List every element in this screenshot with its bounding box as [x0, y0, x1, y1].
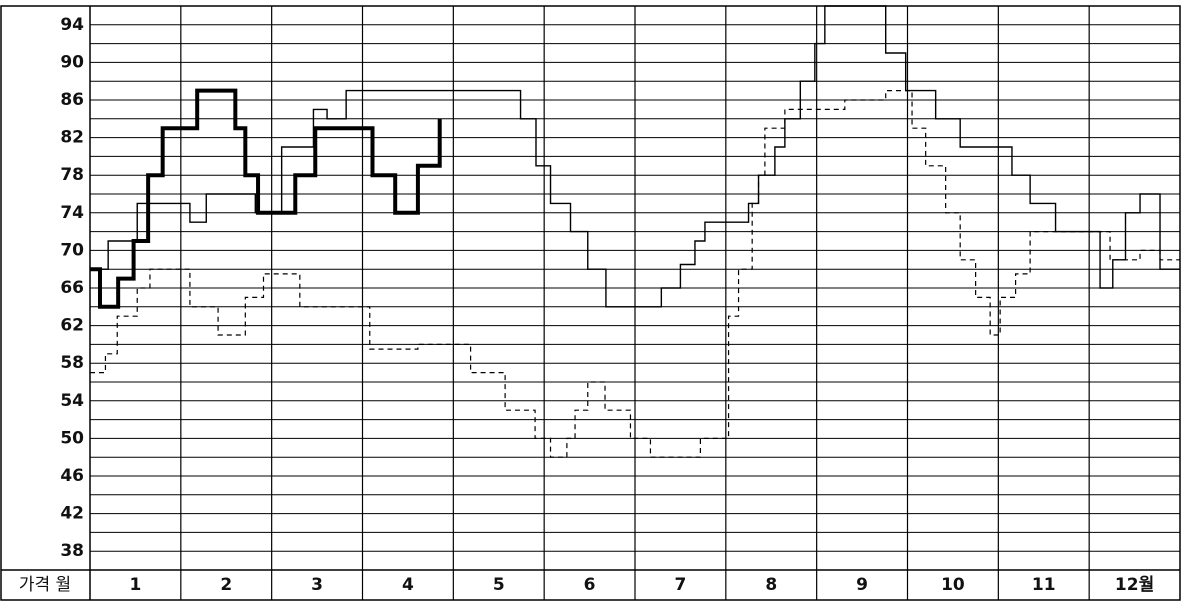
- step-line: [90, 88, 442, 309]
- y-tick-label: 66: [60, 278, 84, 298]
- y-tick-label: 90: [60, 52, 84, 72]
- x-tick-label: 3: [311, 575, 323, 595]
- frame: [0, 5, 1181, 601]
- x-tick-label: 12월: [1115, 575, 1154, 595]
- y-tick-label: 94: [60, 15, 84, 35]
- y-tick-label: 42: [60, 504, 84, 524]
- corner-label: 가격 월: [19, 575, 71, 595]
- x-tick-label: 5: [493, 575, 505, 595]
- y-tick-label: 70: [60, 240, 84, 260]
- x-tick-label: 10: [941, 575, 965, 595]
- y-tick-label: 74: [60, 203, 84, 223]
- x-tick-label: 2: [220, 575, 232, 595]
- y-tick-label: 54: [60, 391, 84, 411]
- y-tick-label: 46: [60, 466, 84, 486]
- y-tick-label: 82: [60, 128, 84, 148]
- x-tick-label: 6: [584, 575, 596, 595]
- y-tick-label: 50: [60, 428, 84, 448]
- x-tick-label: 1: [129, 575, 141, 595]
- y-tick-label: 78: [60, 165, 84, 185]
- y-tick-label: 62: [60, 316, 84, 336]
- x-tick-label: 7: [674, 575, 686, 595]
- step-line: [90, 5, 1180, 308]
- y-tick-label: 86: [60, 90, 84, 110]
- y-tick-label: 38: [60, 541, 84, 561]
- step-line: [90, 90, 1180, 458]
- x-tick-label: 11: [1032, 575, 1056, 595]
- x-tick-label: 9: [856, 575, 868, 595]
- x-tick-label: 4: [402, 575, 414, 595]
- y-tick-label: 58: [60, 353, 84, 373]
- x-tick-label: 8: [765, 575, 777, 595]
